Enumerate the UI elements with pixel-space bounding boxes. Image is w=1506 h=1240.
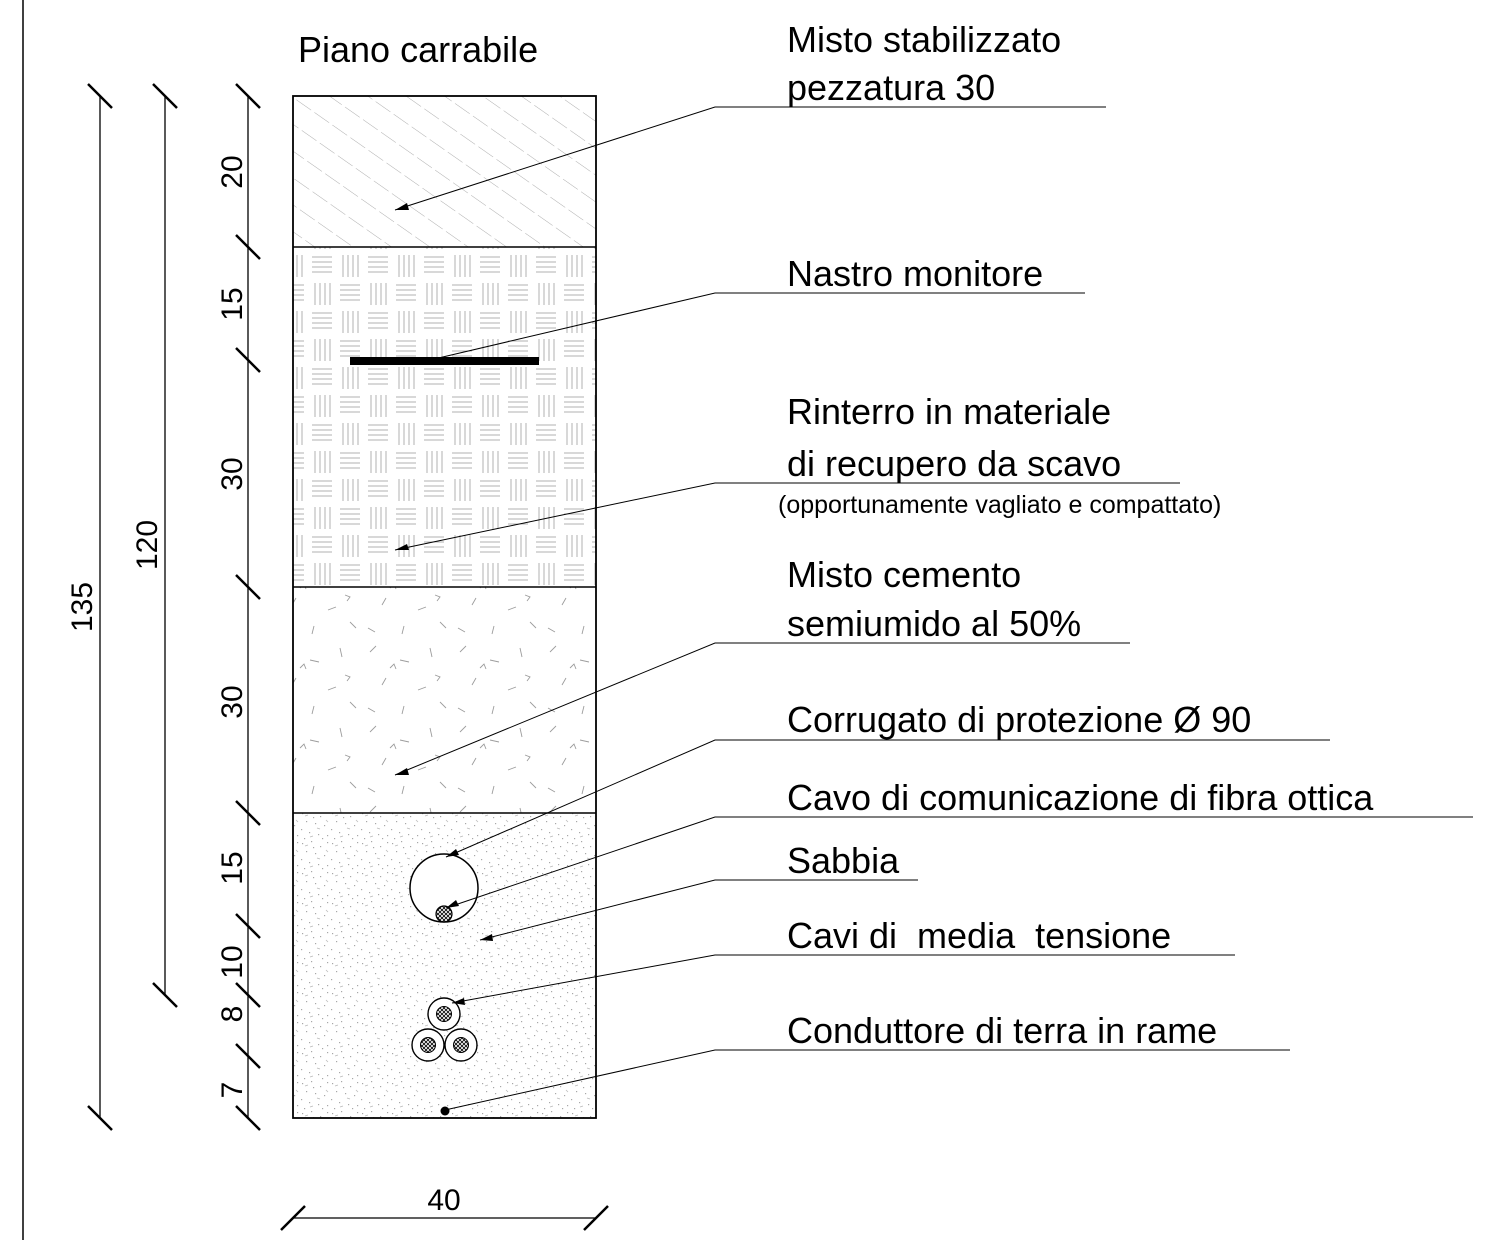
dim-layer-thickness: 15 <box>216 851 249 884</box>
label-misto-stabilizzato-size: pezzatura 30 <box>787 67 995 108</box>
earth-conductor <box>440 1106 450 1116</box>
trench-outline <box>292 95 597 1119</box>
label-misto-stabilizzato: Misto stabilizzato <box>787 19 1061 60</box>
label-fibra-ottica: Cavo di comunicazione di fibra ottica <box>787 777 1374 818</box>
layer-rinterro <box>293 247 596 587</box>
label-conduttore-terra: Conduttore di terra in rame <box>787 1010 1217 1051</box>
leader-arrowheads <box>395 203 493 1005</box>
label-rinterro: Rinterro in materiale <box>787 391 1111 432</box>
dimension-chains <box>87 83 609 1231</box>
dim-total-depth: 135 <box>66 582 99 632</box>
dim-partial-depth: 120 <box>131 520 164 570</box>
fiber-optic-cable <box>435 905 453 923</box>
label-misto-cemento-detail: semiumido al 50% <box>787 603 1081 644</box>
warning-tape <box>350 357 539 365</box>
dim-width: 40 <box>427 1184 460 1217</box>
label-rinterro-source: di recupero da scavo <box>787 443 1121 484</box>
section-title: Piano carrabile <box>298 29 538 70</box>
label-media-tensione: Cavi di media tensione <box>787 915 1171 956</box>
leader-lines <box>394 106 1473 1111</box>
dim-layer-thickness: 30 <box>216 457 249 490</box>
label-rinterro-note: (opportunamente vagliato e compattato) <box>778 491 1221 519</box>
dim-layer-thickness: 7 <box>216 1082 249 1099</box>
dim-layer-thickness: 15 <box>216 287 249 320</box>
label-sabbia: Sabbia <box>787 840 900 881</box>
dim-layer-thickness: 10 <box>216 945 249 978</box>
layer-misto-cemento <box>293 587 596 813</box>
layer-misto-stabilizzato <box>293 96 596 247</box>
label-nastro-monitore: Nastro monitore <box>787 253 1043 294</box>
label-misto-cemento: Misto cemento <box>787 554 1021 595</box>
mv-cables-trefoil <box>411 997 478 1062</box>
layer-stack <box>292 95 597 1119</box>
dim-layer-thickness: 8 <box>216 1006 249 1023</box>
dim-layer-thickness: 20 <box>216 155 249 188</box>
dim-layer-thickness: 30 <box>216 685 249 718</box>
label-corrugato: Corrugato di protezione Ø 90 <box>787 699 1251 740</box>
